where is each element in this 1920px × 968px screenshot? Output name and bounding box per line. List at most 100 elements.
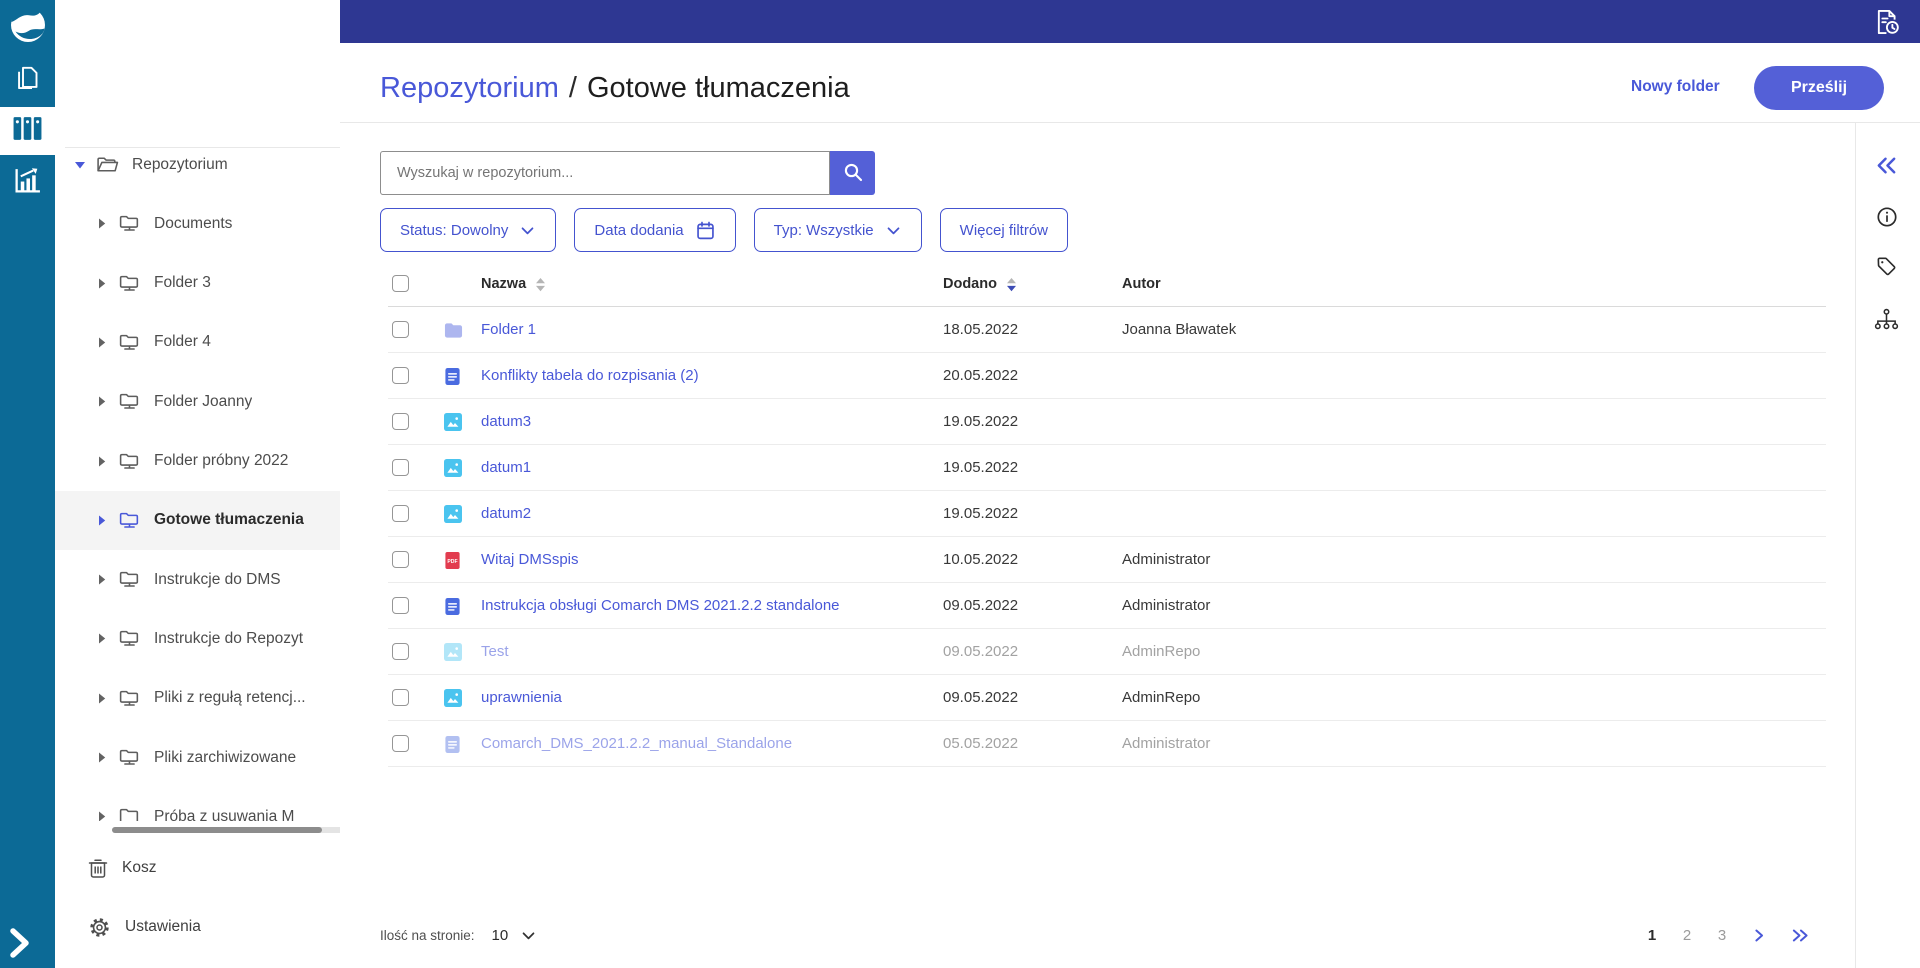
caret-right-icon[interactable] xyxy=(97,218,107,229)
file-name-link[interactable]: Instrukcja obsługi Comarch DMS 2021.2.2 … xyxy=(481,597,840,614)
row-checkbox[interactable] xyxy=(392,504,409,522)
row-checkbox[interactable] xyxy=(392,642,409,660)
sidebar-item-kosz[interactable]: Kosz xyxy=(55,846,340,890)
sidebar-item-ustawienia[interactable]: Ustawienia xyxy=(55,905,340,949)
page-number-3[interactable]: 3 xyxy=(1717,926,1727,944)
tree-item-pliki-z-regułą-retencj[interactable]: Pliki z regułą retencj... xyxy=(55,669,340,728)
chevron-down-icon[interactable] xyxy=(520,927,537,944)
tag-icon[interactable] xyxy=(1874,255,1899,278)
tree-item-instrukcje-do-repozyt[interactable]: Instrukcje do Repozyt xyxy=(55,609,340,668)
chevron-down-icon xyxy=(885,222,902,239)
file-name-link[interactable]: Witaj DMSspis xyxy=(481,551,579,568)
tree-item-folder-3[interactable]: Folder 3 xyxy=(55,254,340,313)
rail-expand-button[interactable] xyxy=(4,925,52,965)
caret-right-icon[interactable] xyxy=(97,337,107,348)
search-button[interactable] xyxy=(830,151,875,195)
rail-item-documents[interactable] xyxy=(0,55,55,107)
caret-right-icon[interactable] xyxy=(97,752,107,763)
tree-item-folder-próbny-2022[interactable]: Folder próbny 2022 xyxy=(55,432,340,491)
search-input[interactable] xyxy=(381,152,829,194)
tree-item-label: Pliki zarchiwizowane xyxy=(154,748,297,766)
file-date: 19.05.2022 xyxy=(943,413,1019,430)
document-clock-icon[interactable] xyxy=(1873,8,1901,41)
tree-item-documents[interactable]: Documents xyxy=(55,194,340,253)
new-folder-button[interactable]: Nowy folder xyxy=(1631,78,1720,95)
caret-right-icon[interactable] xyxy=(97,396,107,407)
caret-right-icon[interactable] xyxy=(97,633,107,644)
folder-shared-icon xyxy=(118,390,141,413)
sort-icon-nazwa[interactable] xyxy=(535,277,546,292)
caret-down-icon[interactable] xyxy=(75,161,85,169)
file-name-link[interactable]: datum3 xyxy=(481,413,532,430)
tree-item-label: Documents xyxy=(154,214,233,232)
tree-item-folder-joanny[interactable]: Folder Joanny xyxy=(55,372,340,431)
file-name-link[interactable]: datum1 xyxy=(481,459,532,476)
row-checkbox[interactable] xyxy=(392,366,409,384)
file-name-link[interactable]: datum2 xyxy=(481,505,532,522)
folder-shared-icon xyxy=(118,627,141,650)
next-page-icon[interactable] xyxy=(1750,927,1767,944)
sitemap-icon[interactable] xyxy=(1874,307,1899,331)
sort-icon-dodano[interactable] xyxy=(1006,277,1017,292)
table-row: PDF Witaj DMSspis 10.05.2022 Administrator xyxy=(388,537,1826,583)
last-page-icon[interactable] xyxy=(1788,927,1811,944)
file-name-link[interactable]: Konflikty tabela do rozpisania (2) xyxy=(481,367,699,384)
filter-chip-data-dodania[interactable]: Data dodania xyxy=(574,208,736,252)
scrollbar-thumb[interactable] xyxy=(112,827,322,833)
rail-item-repository[interactable] xyxy=(0,107,55,155)
chevron-down-icon xyxy=(519,222,536,239)
tree-item-label: Folder Joanny xyxy=(154,392,253,410)
filter-chip-typ-wszystkie[interactable]: Typ: Wszystkie xyxy=(753,208,922,252)
upload-button[interactable]: Prześlij xyxy=(1754,66,1884,110)
row-checkbox[interactable] xyxy=(392,412,409,430)
page-number-1[interactable]: 1 xyxy=(1647,926,1657,944)
table-row: datum1 19.05.2022 xyxy=(388,445,1826,491)
tree-item-label: Instrukcje do Repozyt xyxy=(154,629,304,647)
rail-item-reports[interactable] xyxy=(0,155,55,210)
tree-divider xyxy=(65,147,340,148)
file-type-image-icon xyxy=(444,504,462,523)
info-icon[interactable] xyxy=(1874,205,1899,229)
page-number-2[interactable]: 2 xyxy=(1682,926,1692,944)
tree-item-repozytorium[interactable]: Repozytorium xyxy=(55,135,340,194)
tree-item-label: Próba z usuwania M xyxy=(154,807,295,821)
app-rail xyxy=(0,0,55,968)
breadcrumb-root-link[interactable]: Repozytorium xyxy=(380,72,559,104)
caret-right-icon[interactable] xyxy=(97,811,107,821)
tree-item-pliki-zarchiwizowane[interactable]: Pliki zarchiwizowane xyxy=(55,728,340,787)
rail-item-logo[interactable] xyxy=(0,0,55,55)
double-chevron-left-icon[interactable] xyxy=(1874,156,1899,175)
tree-horizontal-scrollbar[interactable] xyxy=(112,827,340,833)
tree-item-folder-4[interactable]: Folder 4 xyxy=(55,313,340,372)
caret-right-icon[interactable] xyxy=(97,456,107,467)
file-date: 20.05.2022 xyxy=(943,367,1019,384)
row-checkbox[interactable] xyxy=(392,320,409,338)
file-name-link[interactable]: uprawnienia xyxy=(481,689,562,706)
file-date: 09.05.2022 xyxy=(943,689,1019,706)
file-type-folder-icon xyxy=(444,321,463,339)
row-checkbox[interactable] xyxy=(392,734,409,752)
file-author: AdminRepo xyxy=(1122,689,1201,706)
row-checkbox[interactable] xyxy=(392,458,409,476)
select-all-checkbox[interactable] xyxy=(392,275,409,292)
filter-chip-status-dowolny[interactable]: Status: Dowolny xyxy=(380,208,557,252)
row-checkbox[interactable] xyxy=(392,550,409,568)
tree-item-próba-z-usuwania-m[interactable]: Próba z usuwania M xyxy=(55,787,340,821)
row-checkbox[interactable] xyxy=(392,688,409,706)
tree-item-label: Folder 4 xyxy=(154,333,211,351)
file-name-link[interactable]: Comarch_DMS_2021.2.2_manual_Standalone xyxy=(481,735,793,752)
file-name-link[interactable]: Folder 1 xyxy=(481,321,537,338)
caret-right-icon[interactable] xyxy=(97,515,107,526)
file-name-link[interactable]: Test xyxy=(481,643,509,660)
row-checkbox[interactable] xyxy=(392,596,409,614)
per-page-value[interactable]: 10 xyxy=(491,926,509,944)
filter-chip-label: Data dodania xyxy=(594,221,684,239)
caret-right-icon[interactable] xyxy=(97,574,107,585)
caret-right-icon[interactable] xyxy=(97,278,107,289)
caret-right-icon[interactable] xyxy=(97,693,107,704)
filter-chip-więcej-filtrów[interactable]: Więcej filtrów xyxy=(939,208,1069,252)
trash-icon xyxy=(88,857,108,879)
tree-item-gotowe-tłumaczenia[interactable]: Gotowe tłumaczenia xyxy=(55,490,340,550)
table-row: Test 09.05.2022 AdminRepo xyxy=(388,629,1826,675)
tree-item-instrukcje-do-dms[interactable]: Instrukcje do DMS xyxy=(55,550,340,609)
